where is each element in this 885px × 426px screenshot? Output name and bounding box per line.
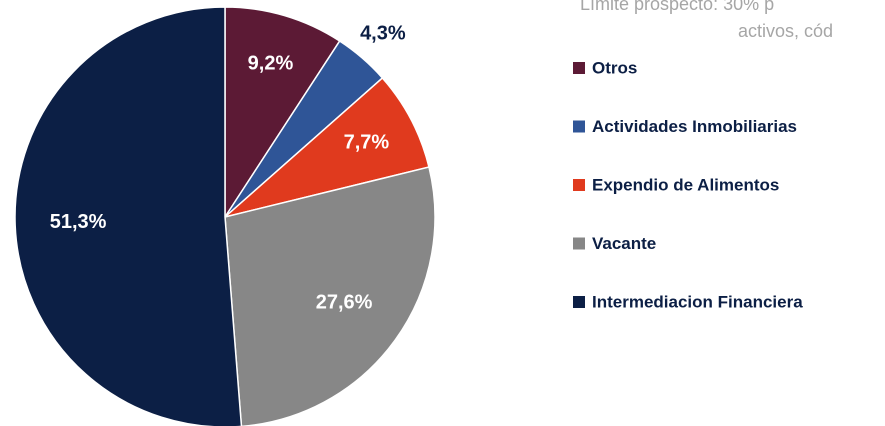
pie-slice — [224, 166, 436, 426]
legend-label: Expendio de Alimentos — [592, 175, 779, 194]
data-label: 7,7% — [344, 131, 390, 153]
data-label: 51,3% — [50, 211, 107, 233]
legend-swatch — [573, 237, 585, 250]
legend-swatch — [573, 62, 585, 74]
pie-slice — [14, 6, 243, 426]
legend-swatch — [573, 179, 585, 191]
annotation: Límite prospecto: 30% p — [580, 0, 774, 14]
data-label: 27,6% — [316, 291, 373, 313]
legend-label: Otros — [592, 58, 637, 77]
legend-swatch — [573, 296, 585, 308]
legend-label: Actividades Inmobiliarias — [592, 117, 797, 136]
data-label: 4,3% — [360, 23, 406, 45]
data-label: 9,2% — [248, 52, 294, 74]
annotation: activos, cód — [738, 21, 833, 41]
pie-slice — [224, 76, 430, 218]
legend-label: Vacante — [592, 234, 656, 253]
legend-swatch — [573, 120, 585, 133]
legend-label: Intermediacion Financiera — [592, 292, 803, 311]
pie-slice — [224, 6, 341, 220]
